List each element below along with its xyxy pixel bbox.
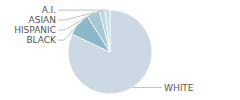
- leader-line: [58, 11, 102, 20]
- pie: [68, 10, 152, 94]
- slice-label: BLACK: [26, 35, 57, 45]
- labels: WHITE BLACKHISPANICASIANA.I.: [14, 5, 194, 92]
- leader-line: [58, 13, 93, 30]
- slice-label: A.I.: [42, 5, 56, 15]
- slice-label: ASIAN: [29, 15, 56, 25]
- slice-label: WHITE: [164, 83, 194, 93]
- pie-slice: [105, 10, 110, 52]
- leader-line: [58, 24, 78, 40]
- pie-slice: [68, 10, 152, 94]
- leader-line: [58, 10, 107, 11]
- pie-slice: [100, 10, 110, 52]
- chart: WHITE BLACKHISPANICASIANA.I.: [0, 0, 240, 100]
- slice-label: HISPANIC: [14, 25, 56, 35]
- leader-line: [133, 87, 162, 88]
